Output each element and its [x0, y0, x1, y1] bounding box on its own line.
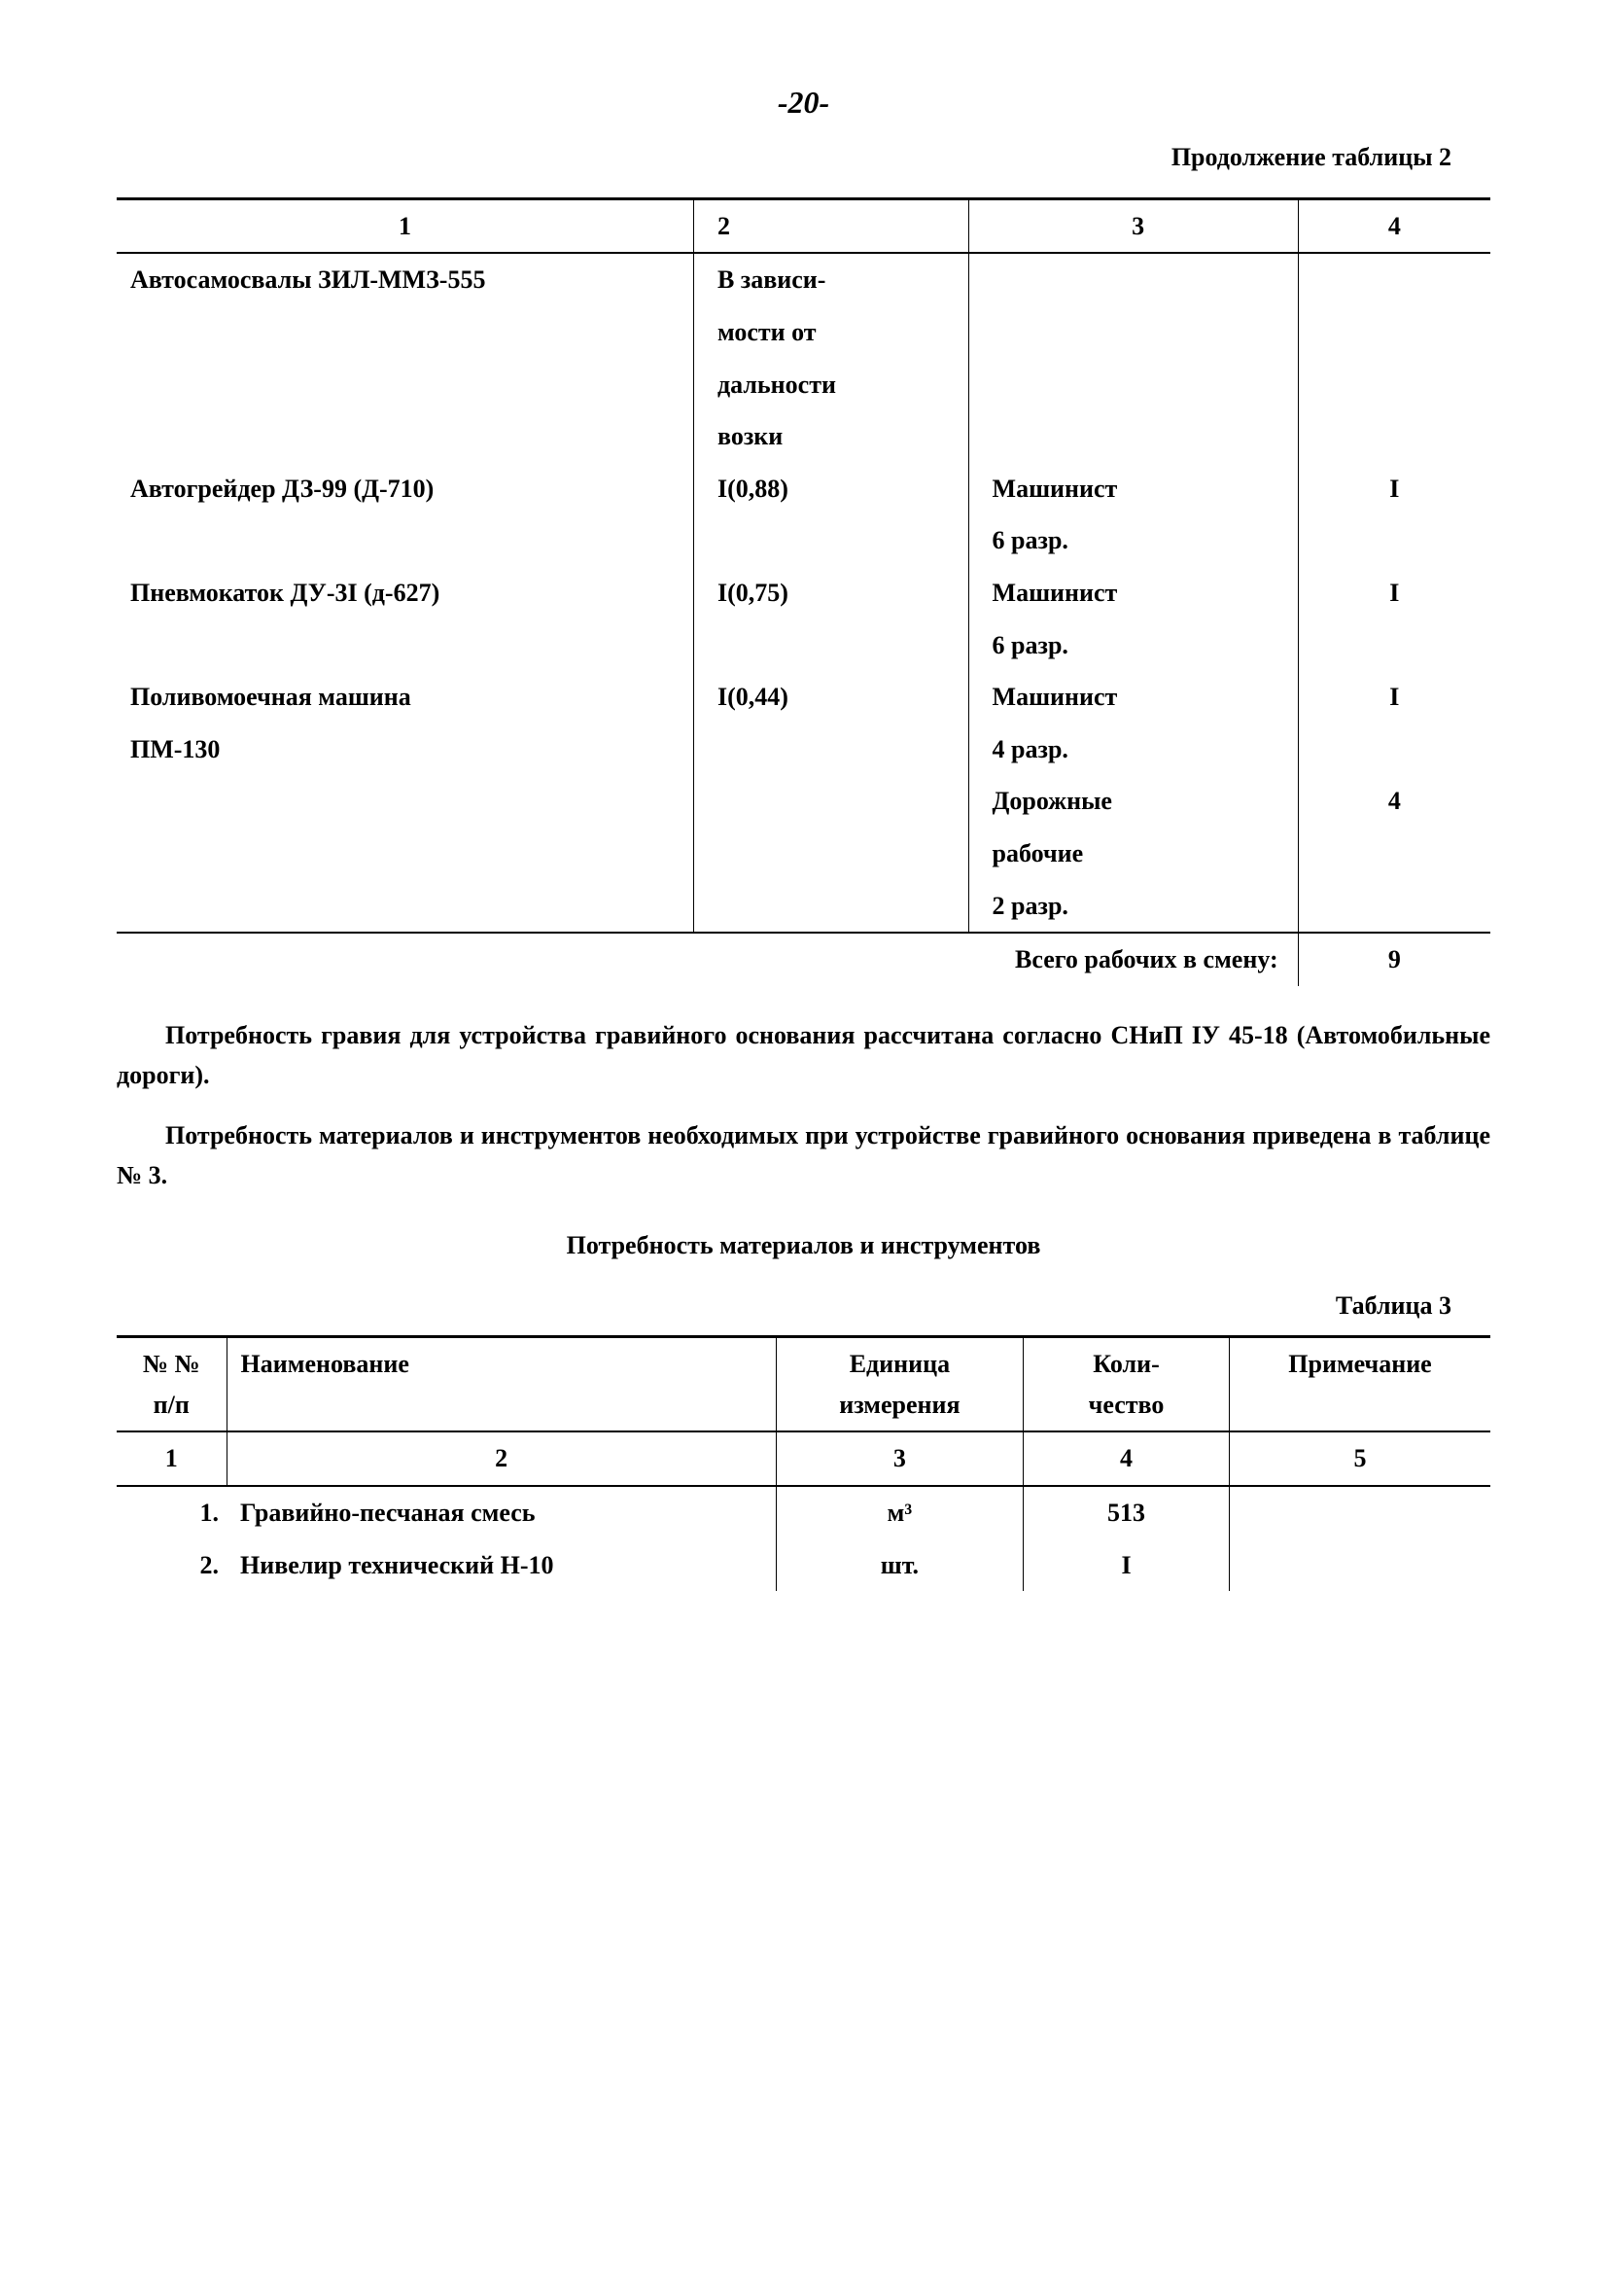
t2-header-4: 4	[1298, 198, 1490, 253]
table-row: 6 разр.	[117, 619, 1490, 672]
table-row: мости от	[117, 306, 1490, 359]
table3-label: Таблица 3	[117, 1286, 1490, 1326]
table-row: 1. Гравийно-песчаная смесь м³ 513	[117, 1486, 1490, 1539]
table-row: 2. Нивелир технический Н-10 шт. I	[117, 1539, 1490, 1592]
t2-header-1: 1	[117, 198, 693, 253]
section-title: Потребность материалов и инструментов	[117, 1225, 1490, 1266]
table-row: ПМ-1304 разр.	[117, 724, 1490, 776]
t2-total-value: 9	[1298, 933, 1490, 986]
page-number: -20-	[117, 78, 1490, 127]
table-row: 6 разр.	[117, 514, 1490, 567]
table-row: Автосамосвалы ЗИЛ-ММЗ-555В зависи-	[117, 253, 1490, 306]
paragraph-1: Потребность гравия для устройства гравий…	[117, 1015, 1490, 1096]
table-3: № № п/п Наименование Единица измерения К…	[117, 1335, 1490, 1591]
t3-header-5: Примечание	[1230, 1337, 1491, 1432]
table-row: возки	[117, 410, 1490, 463]
t3-subheader-2: 2	[227, 1431, 776, 1486]
table-row: рабочие	[117, 828, 1490, 880]
table-row: 2 разр.	[117, 880, 1490, 934]
t2-body: Автосамосвалы ЗИЛ-ММЗ-555В зависи- мости…	[117, 253, 1490, 985]
t2-header-3: 3	[968, 198, 1298, 253]
table-row: Поливомоечная машинаI(0,44)МашинистI	[117, 671, 1490, 724]
t2-header-2: 2	[693, 198, 968, 253]
t2-total-label: Всего рабочих в смену:	[117, 933, 1298, 986]
paragraph-2: Потребность материалов и инструментов не…	[117, 1115, 1490, 1196]
t3-subheader-3: 3	[776, 1431, 1023, 1486]
t3-header-4: Коли- чество	[1024, 1337, 1230, 1432]
table-row: Автогрейдер ДЗ-99 (Д-710)I(0,88)Машинист…	[117, 463, 1490, 515]
t3-subheader-1: 1	[117, 1431, 227, 1486]
table-row: Дорожные4	[117, 775, 1490, 828]
t3-header-1: № № п/п	[117, 1337, 227, 1432]
t3-body: 1. Гравийно-песчаная смесь м³ 513 2. Нив…	[117, 1486, 1490, 1591]
t3-subheader-5: 5	[1230, 1431, 1491, 1486]
continuation-label: Продолжение таблицы 2	[117, 137, 1490, 178]
table-row: дальности	[117, 359, 1490, 411]
table-2-continuation: 1 2 3 4 Автосамосвалы ЗИЛ-ММЗ-555В завис…	[117, 197, 1490, 986]
t3-subheader-4: 4	[1024, 1431, 1230, 1486]
t2-total-row: Всего рабочих в смену: 9	[117, 933, 1490, 986]
t3-header-3: Единица измерения	[776, 1337, 1023, 1432]
table-row: Пневмокаток ДУ-3I (д-627)I(0,75)Машинист…	[117, 567, 1490, 619]
t3-header-2: Наименование	[227, 1337, 776, 1432]
